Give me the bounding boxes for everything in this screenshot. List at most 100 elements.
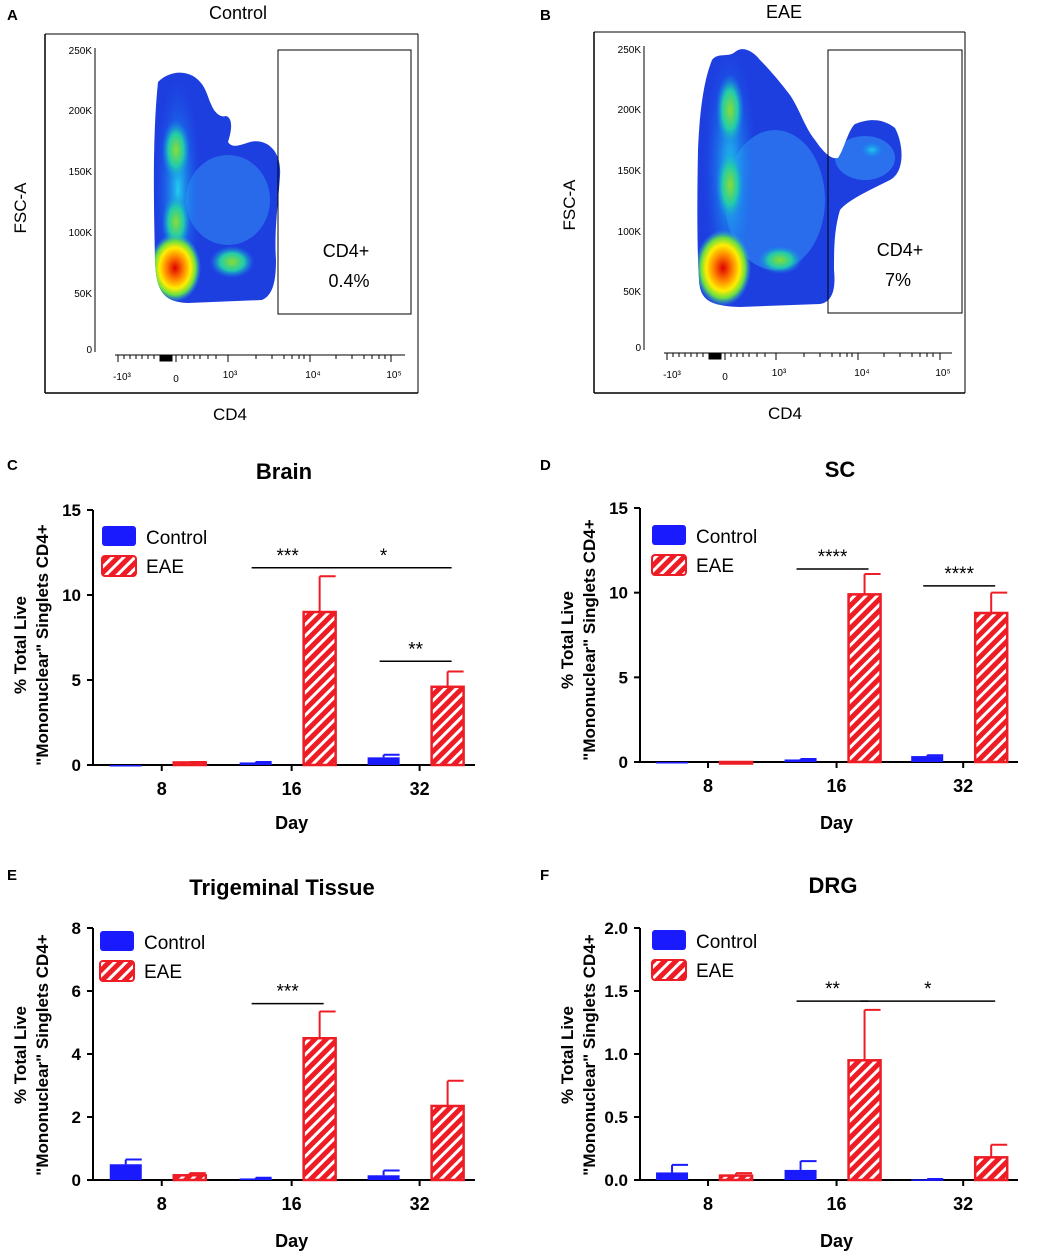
x-tick-label: 16 (282, 1194, 302, 1214)
significance-label: *** (277, 982, 300, 1003)
legend-label-control: Control (146, 528, 207, 549)
x-axis-title: Day (275, 813, 308, 833)
x-tick-label: 10³ (772, 368, 787, 379)
x-tick-label: 16 (827, 1194, 847, 1214)
x-tick-label: 32 (410, 1194, 430, 1214)
x-tick-label: 32 (953, 1194, 973, 1214)
y-tick-label: 250K (69, 46, 93, 57)
panel-letter: E (7, 867, 17, 884)
x-tick-label: 8 (703, 1194, 713, 1214)
legend-label-control: Control (696, 932, 757, 953)
gate-label-a: CD4+ (323, 241, 370, 261)
x-tick-label: 32 (410, 779, 430, 799)
bar-control (239, 1178, 272, 1180)
x-tick-label: 10⁵ (935, 368, 950, 379)
y-axis-title: % Total Live "Mononuclear" Singlets CD4+ (11, 524, 52, 765)
bar-eae (973, 1156, 1009, 1182)
y-tick-label: 2.0 (604, 919, 628, 938)
flow-panel-b: B EAE CD4+ 7% 250K 200K 150K 100K 50K 0 (540, 2, 966, 423)
bar-control (784, 1169, 817, 1180)
y-tick-label: 150K (69, 167, 93, 178)
y-axis-title-line2: "Mononuclear" Singlets CD4+ (580, 934, 599, 1175)
y-tick-label: 8 (72, 919, 81, 938)
bar-chart-trigeminal: E Trigeminal Tissue 0 2 4 6 8 8 16 32 *** Control EA… (7, 867, 475, 1251)
bar-eae (172, 761, 208, 767)
x-axis-title: Day (275, 1231, 308, 1251)
legend-swatch-eae (651, 554, 687, 576)
legend-label-eae: EAE (144, 962, 182, 983)
legend-label-eae: EAE (696, 961, 734, 982)
y-tick-label: 0 (86, 345, 92, 356)
legend-label-eae: EAE (146, 557, 184, 578)
flow-panel-a: A Control CD4+ 0.4% 250K 200K 150K 100K … (7, 3, 419, 424)
x-axis-title: Day (820, 813, 853, 833)
bar-control (911, 756, 944, 762)
x-tick-label: -10³ (113, 372, 131, 383)
chart-title: Trigeminal Tissue (189, 875, 374, 900)
bar-control (109, 1164, 142, 1180)
flow-x-label-a: CD4 (213, 405, 247, 424)
flow-title-b: EAE (766, 2, 802, 22)
y-tick-label: 5 (619, 668, 628, 687)
y-axis-title: % Total Live "Mononuclear" Singlets CD4+ (558, 934, 599, 1175)
bar-control (239, 762, 272, 765)
y-tick-label: 10 (62, 586, 81, 605)
x-tick-label: -10³ (663, 370, 681, 381)
y-axis-title-line2: "Mononuclear" Singlets CD4+ (580, 519, 599, 760)
flow-y-label-b: FSC-A (560, 179, 579, 231)
y-tick-label: 50K (623, 287, 641, 298)
y-axis-title-line2: "Mononuclear" Singlets CD4+ (33, 934, 52, 1175)
panel-letter-b: B (540, 7, 551, 24)
significance-label: * (380, 546, 388, 567)
x-tick-label: 0 (722, 372, 728, 383)
legend-swatch-control (652, 930, 686, 950)
y-axis-title-line1: % Total Live (11, 596, 30, 694)
bar-eae (718, 760, 754, 765)
bar-control (109, 765, 142, 767)
flow-title-a: Control (209, 3, 267, 23)
bar-control (656, 1172, 689, 1180)
y-tick-label: 2 (72, 1108, 81, 1127)
y-axis-title-line1: % Total Live (558, 591, 577, 689)
y-tick-label: 0 (72, 756, 81, 775)
flow-x-ticks-b: -10³ 0 10³ 10⁴ 10⁵ (663, 368, 951, 383)
bar-eae (172, 1174, 208, 1182)
legend-swatch-eae (101, 555, 137, 577)
legend-label-control: Control (144, 933, 205, 954)
x-tick-label: 8 (703, 776, 713, 796)
chart-title: Brain (256, 459, 312, 484)
y-tick-label: 0.5 (604, 1108, 628, 1127)
bar-eae (430, 685, 465, 767)
y-tick-label: 250K (618, 45, 642, 56)
x-tick-label: 16 (827, 776, 847, 796)
legend-swatch-eae (651, 959, 687, 981)
flow-x-label-b: CD4 (768, 404, 802, 423)
flow-y-label-a: FSC-A (11, 182, 30, 234)
y-tick-label: 100K (69, 228, 93, 239)
x-tick-label: 8 (157, 779, 167, 799)
significance-label: * (924, 979, 932, 1000)
legend-swatch-eae (99, 960, 135, 982)
y-tick-label: 50K (74, 289, 92, 300)
bar-eae (302, 1037, 337, 1182)
bar-eae (718, 1174, 754, 1182)
significance-label: ** (408, 639, 423, 660)
significance-label: **** (944, 564, 974, 585)
bar-control (656, 762, 689, 764)
y-tick-label: 1.0 (604, 1045, 628, 1064)
bar-eae (430, 1104, 465, 1182)
legend-swatch-control (100, 931, 134, 951)
y-tick-label: 6 (72, 982, 81, 1001)
x-tick-label: 0 (173, 374, 179, 385)
y-tick-label: 100K (618, 227, 642, 238)
legend-label-control: Control (696, 527, 757, 548)
legend-label-eae: EAE (696, 556, 734, 577)
panel-letter: D (540, 457, 551, 474)
y-tick-label: 15 (62, 501, 81, 520)
bar-eae (847, 593, 882, 764)
flow-y-ticks-b: 250K 200K 150K 100K 50K 0 (618, 45, 642, 354)
gate-box-a (277, 49, 412, 315)
